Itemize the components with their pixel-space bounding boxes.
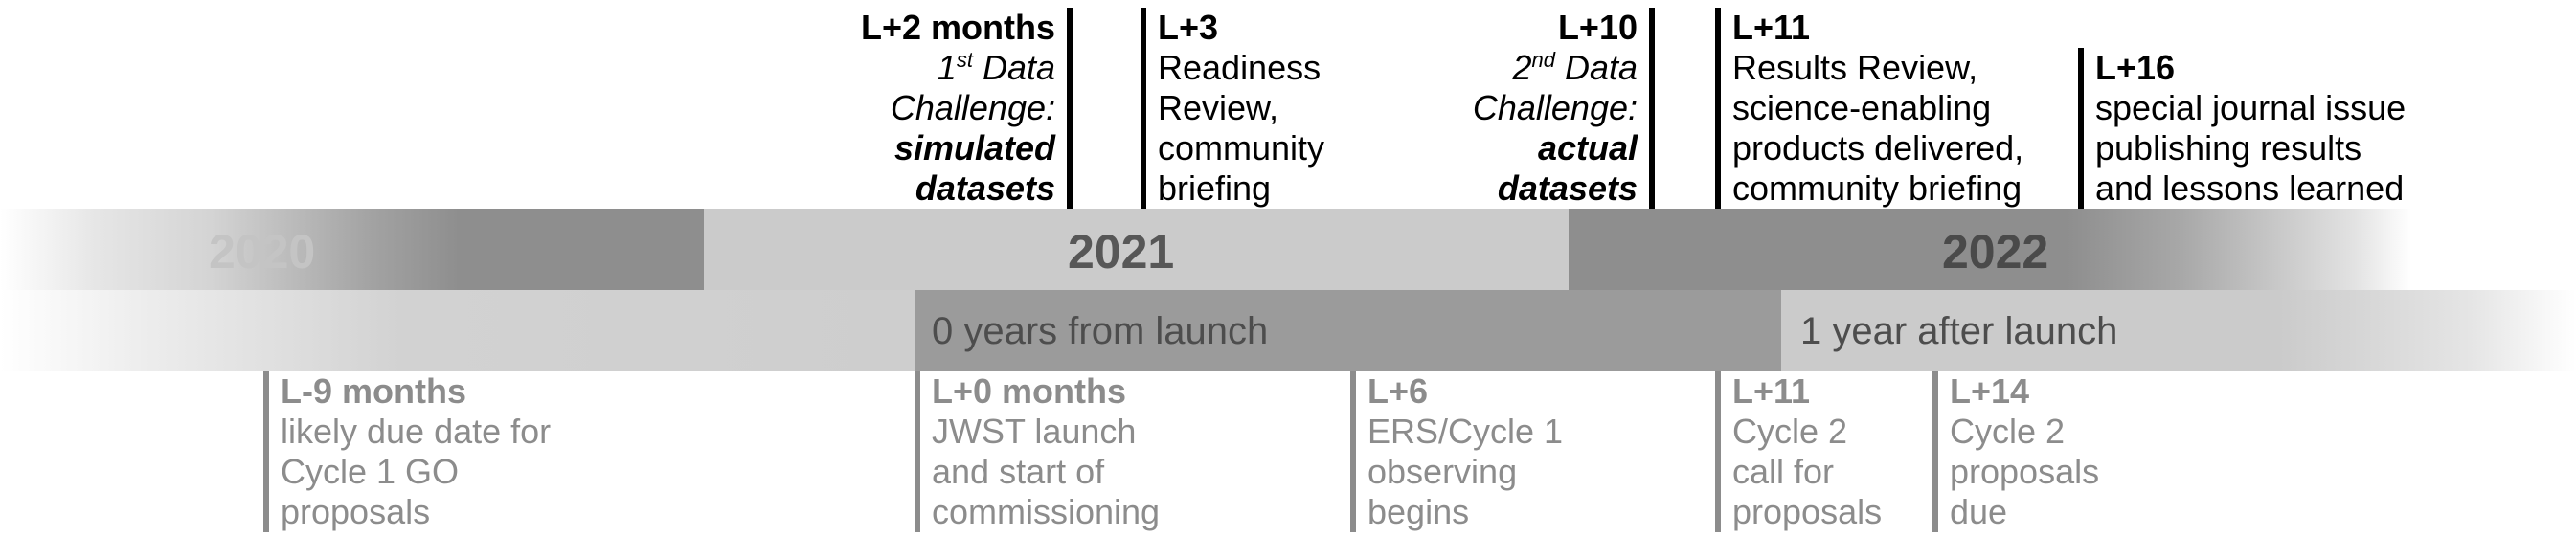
milestone-line: publishing results [2095,128,2362,168]
milestone-line: likely due date for [281,412,552,451]
milestone-l-9-months: L-9 months likely due date for Cycle 1 G… [263,371,551,532]
milestone-line: products delivered, [1732,128,2024,168]
ordinal-suffix: st [956,48,973,72]
pre-launch-segment [0,290,915,371]
milestone-line: Cycle 2 [1732,412,1848,451]
milestone-line: science-enabling [1732,88,1992,127]
milestone-l10: L+10 2nd Data Challenge: actual datasets [1473,8,1655,209]
milestone-heading: L+0 months [932,371,1127,411]
milestone-line: Challenge: [1472,88,1638,127]
milestone-line: Challenge: [890,88,1055,127]
milestone-heading: L+16 [2095,48,2176,87]
milestone-l11-bottom: L+11 Cycle 2 call for proposals [1715,371,1882,532]
milestone-heading: L+6 [1367,371,1429,411]
milestone-line: Results Review, [1732,48,1978,87]
year-label: 2022 [1942,225,2049,279]
milestone-l2-months: L+2 months 1st Data Challenge: simulated… [861,8,1073,209]
milestone-line: Cycle 2 [1950,412,2066,451]
milestone-text: Data [972,48,1055,87]
milestone-line: due [1950,492,2008,531]
milestone-line: ERS/Cycle 1 [1367,412,1564,451]
milestone-line: simulated [893,128,1055,168]
milestone-line: special journal issue [2095,88,2407,127]
milestone-line: begins [1367,492,1470,531]
milestone-heading: L+10 [1557,8,1638,47]
milestone-line: and start of [932,452,1105,491]
milestone-line: commissioning [932,492,1161,531]
milestone-heading: L+2 months [860,8,1055,47]
milestone-l6: L+6 ERS/Cycle 1 observing begins [1350,371,1563,532]
milestone-line: community [1158,128,1325,168]
milestone-line: briefing [1158,168,1272,208]
band-label: 0 years from launch [932,310,1269,352]
milestone-line: JWST launch [932,412,1137,451]
year-segment-2021: 2021 [704,209,1569,290]
milestone-heading: L+11 [1732,8,1811,47]
milestone-heading: L+11 [1732,371,1811,411]
year-segment-2022: 2022 [1569,209,2576,290]
band-label: 1 year after launch [1800,310,2118,352]
milestone-line: proposals [281,492,431,531]
milestone-line: 1st Data [861,48,1055,88]
milestone-line: 2nd Data [1473,48,1638,88]
years-from-launch-segment: 0 years from launch [915,290,1781,371]
ordinal-number: 2 [1512,48,1532,87]
ordinal-suffix: nd [1531,48,1555,72]
milestone-heading: L-9 months [281,371,466,411]
milestone-line: Review, [1158,88,1279,127]
milestone-l3: L+3 Readiness Review, community briefing [1141,8,1324,209]
milestone-line: proposals [1950,452,2100,491]
milestone-line: actual [1537,128,1638,168]
milestone-line: Cycle 1 GO [281,452,460,491]
launch-band: 0 years from launch 1 year after launch [0,290,2576,371]
milestone-l11-top: L+11 Results Review, science-enabling pr… [1715,8,2023,209]
milestone-heading: L+3 [1158,8,1219,47]
milestone-line: observing [1367,452,1518,491]
milestone-line: and lessons learned [2095,168,2405,208]
year-segment-2020: 2020 [0,209,704,290]
milestone-line: proposals [1732,492,1883,531]
milestone-text: Data [1554,48,1638,87]
milestone-line: datasets [915,168,1055,208]
milestone-l0-months: L+0 months JWST launch and start of comm… [915,371,1160,532]
year-after-launch-segment: 1 year after launch [1781,290,2576,371]
year-band: 2020 2021 2022 [0,209,2576,290]
milestone-line: community briefing [1732,168,2022,208]
year-label: 2020 [209,225,316,279]
milestone-line: call for [1732,452,1835,491]
milestone-heading: L+14 [1950,371,2030,411]
milestone-line: Readiness [1158,48,1322,87]
year-label: 2021 [1068,225,1175,279]
milestone-line: datasets [1497,168,1638,208]
milestone-l16: L+16 special journal issue publishing re… [2078,48,2406,209]
ordinal-number: 1 [937,48,957,87]
milestone-l14: L+14 Cycle 2 proposals due [1932,371,2099,532]
